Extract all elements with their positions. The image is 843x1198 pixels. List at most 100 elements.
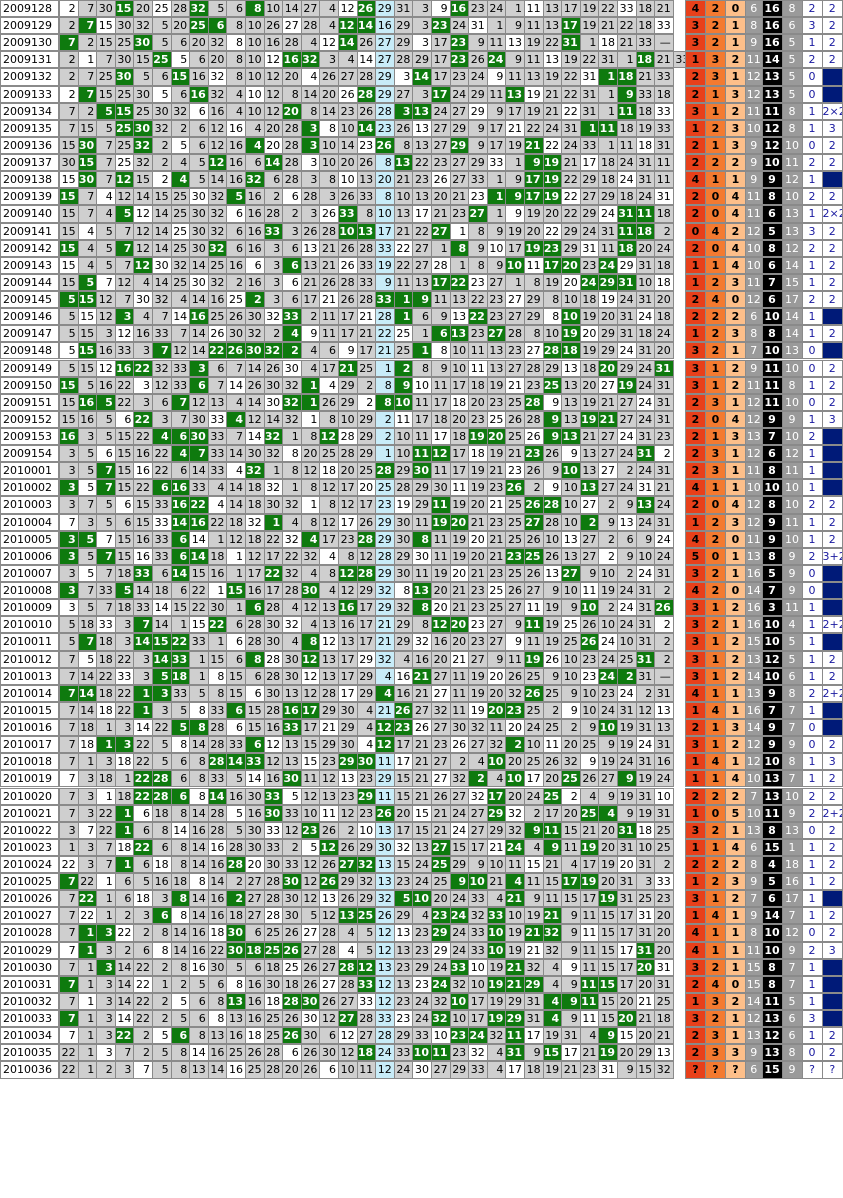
number-cell: 10 bbox=[338, 1061, 358, 1079]
number-cell: 11 bbox=[375, 753, 395, 771]
ratio-cell: 1 bbox=[685, 256, 706, 274]
number-cell: 10 bbox=[393, 188, 414, 206]
number-cell: 23 bbox=[393, 1010, 414, 1028]
number-cell: 33 bbox=[263, 787, 284, 805]
number-cell: 14 bbox=[170, 308, 191, 326]
stat-cell: 8 bbox=[781, 684, 803, 702]
number-cell: 9 bbox=[542, 667, 563, 685]
result-cell: 2 bbox=[821, 256, 843, 274]
number-cell: 19 bbox=[542, 1061, 563, 1079]
number-cell: 11 bbox=[524, 873, 544, 891]
number-cell: 9 bbox=[617, 547, 637, 565]
result-cell: 2 bbox=[821, 0, 843, 18]
number-cell: 22 bbox=[170, 633, 191, 651]
number-cell: 14 bbox=[133, 719, 153, 737]
number-cell: 27 bbox=[598, 428, 618, 446]
number-cell: 24 bbox=[635, 513, 656, 531]
number-cell: 15 bbox=[598, 975, 618, 993]
number-cell: 5 bbox=[77, 650, 98, 668]
number-cell: 31 bbox=[635, 479, 656, 497]
number-cell: 1 bbox=[598, 68, 618, 86]
ratio-cell: 2 bbox=[685, 188, 706, 206]
number-cell: 21 bbox=[505, 119, 525, 137]
number-cell: 33 bbox=[96, 582, 116, 600]
number-cell: 1 bbox=[207, 633, 228, 651]
number-cell: 14 bbox=[77, 701, 98, 719]
number-cell: 30 bbox=[245, 445, 265, 463]
stat-cell: 5 bbox=[781, 650, 803, 668]
number-cell: 13 bbox=[319, 787, 339, 805]
table-row: 2009136 15 30 7 25 32 2 5 6 12 16 4 20 28 3 10 14 23 26 8 13… bbox=[0, 136, 843, 155]
number-cell: 23 bbox=[486, 479, 507, 497]
number-cell: 30 bbox=[263, 616, 284, 634]
number-cell: 15 bbox=[114, 530, 135, 548]
ratio-cell: 2 bbox=[685, 154, 706, 172]
ratio-cell: 3 bbox=[685, 17, 706, 35]
number-cell: 12 bbox=[263, 68, 284, 86]
issue-number: 2009141 bbox=[0, 222, 59, 240]
number-cell: 7 bbox=[96, 547, 116, 565]
number-cell: 6 bbox=[245, 667, 265, 685]
number-cell: 27 bbox=[505, 599, 525, 617]
number-cell: 25 bbox=[561, 633, 581, 651]
number-cell: 20 bbox=[542, 205, 563, 223]
number-cell: 14 bbox=[189, 256, 209, 274]
result-cell: 2 bbox=[821, 667, 843, 685]
number-cell: 2 bbox=[226, 273, 246, 291]
number-cell: 17 bbox=[449, 445, 470, 463]
number-cell: 4 bbox=[170, 445, 191, 463]
result-cell bbox=[821, 958, 843, 976]
number-cell: 12 bbox=[207, 154, 228, 172]
number-cell: 1 bbox=[300, 376, 321, 394]
number-cell: 17 bbox=[356, 599, 377, 617]
number-cell: 1 bbox=[505, 0, 525, 18]
stat-cell: 8 bbox=[761, 547, 783, 565]
number-cell: 2 bbox=[59, 17, 79, 35]
number-cell: 16 bbox=[245, 222, 265, 240]
number-cell: 12 bbox=[133, 239, 153, 257]
number-cell: 23 bbox=[431, 736, 451, 754]
number-cell: 16 bbox=[189, 924, 209, 942]
number-cell: 9 bbox=[505, 205, 525, 223]
stat-cell: 5 bbox=[781, 51, 803, 69]
issue-number: 2009128 bbox=[0, 0, 59, 18]
number-cell: 9 bbox=[542, 462, 563, 480]
ratio-cell: 3 bbox=[705, 462, 726, 480]
number-cell: 15 bbox=[59, 393, 79, 411]
number-cell: 8 bbox=[393, 136, 414, 155]
number-cell: 25 bbox=[505, 513, 525, 531]
number-cell: 31 bbox=[635, 599, 656, 617]
stat-cell: 11 bbox=[761, 102, 783, 120]
number-cell: 13 bbox=[319, 667, 339, 685]
number-cell: 2 bbox=[449, 753, 470, 771]
result-cell: 2×2 bbox=[821, 102, 843, 120]
stat-cell: 1 bbox=[801, 856, 823, 874]
stat-cell: 1 bbox=[801, 513, 823, 531]
number-cell: 13 bbox=[561, 393, 581, 411]
number-cell: 32 bbox=[449, 975, 470, 993]
number-cell: 20 bbox=[449, 513, 470, 531]
number-cell: 29 bbox=[375, 85, 395, 103]
number-cell: 32 bbox=[356, 856, 377, 874]
number-cell: 5 bbox=[226, 804, 246, 822]
ratio-cell: 3 bbox=[685, 342, 706, 360]
number-cell: 20 bbox=[300, 445, 321, 463]
number-cell: 21 bbox=[412, 770, 432, 788]
number-cell: 13 bbox=[561, 547, 581, 565]
result-cell: 2 bbox=[821, 239, 843, 257]
number-cell: 8 bbox=[189, 1027, 209, 1045]
number-cell: 22 bbox=[393, 239, 414, 257]
number-cell: 25 bbox=[114, 136, 135, 155]
number-cell: 8 bbox=[170, 890, 191, 908]
number-cell: 13 bbox=[561, 410, 581, 428]
number-cell: 15 bbox=[226, 667, 246, 685]
ratio-cell: 1 bbox=[705, 890, 726, 908]
stat-cell: 10 bbox=[745, 239, 763, 257]
number-cell: 14 bbox=[207, 171, 228, 189]
ratio-cell: 2 bbox=[685, 393, 706, 411]
number-cell: 24 bbox=[542, 119, 563, 137]
ratio-cell: 5 bbox=[685, 547, 706, 565]
number-cell: 24 bbox=[449, 941, 470, 959]
number-cell: 25 bbox=[505, 530, 525, 548]
number-cell: 12 bbox=[338, 17, 358, 35]
